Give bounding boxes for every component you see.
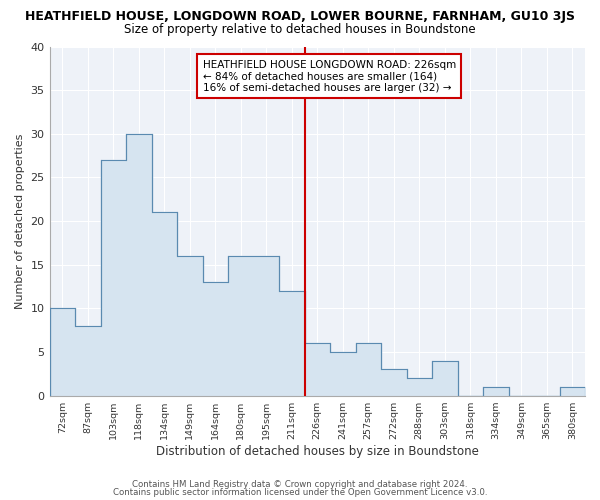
Text: HEATHFIELD HOUSE LONGDOWN ROAD: 226sqm
← 84% of detached houses are smaller (164: HEATHFIELD HOUSE LONGDOWN ROAD: 226sqm ←… [203,60,456,93]
X-axis label: Distribution of detached houses by size in Boundstone: Distribution of detached houses by size … [156,444,479,458]
Text: Contains public sector information licensed under the Open Government Licence v3: Contains public sector information licen… [113,488,487,497]
Y-axis label: Number of detached properties: Number of detached properties [15,134,25,308]
Text: HEATHFIELD HOUSE, LONGDOWN ROAD, LOWER BOURNE, FARNHAM, GU10 3JS: HEATHFIELD HOUSE, LONGDOWN ROAD, LOWER B… [25,10,575,23]
Text: Size of property relative to detached houses in Boundstone: Size of property relative to detached ho… [124,22,476,36]
Text: Contains HM Land Registry data © Crown copyright and database right 2024.: Contains HM Land Registry data © Crown c… [132,480,468,489]
